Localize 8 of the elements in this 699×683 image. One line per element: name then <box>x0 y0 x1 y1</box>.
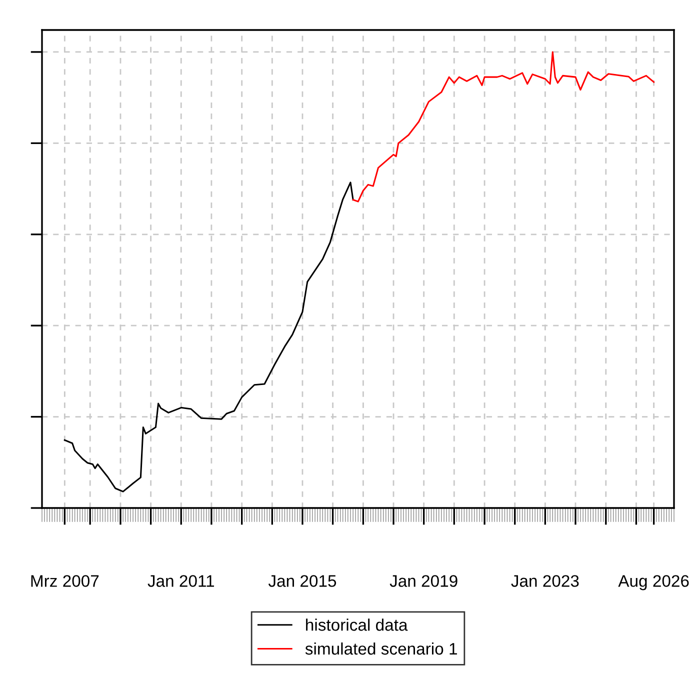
legend-label: simulated scenario 1 <box>305 642 457 655</box>
x-tick-label: Jan 2015 <box>268 575 336 587</box>
x-tick-label: Mrz 2007 <box>31 575 99 587</box>
x-tick-label: Jan 2019 <box>390 575 458 587</box>
legend-label: historical data <box>306 618 408 631</box>
x-tick-label: Jan 2011 <box>148 575 214 587</box>
x-tick-label: Aug 2026 <box>618 575 689 590</box>
x-tick-label: Jan 2023 <box>511 575 579 587</box>
